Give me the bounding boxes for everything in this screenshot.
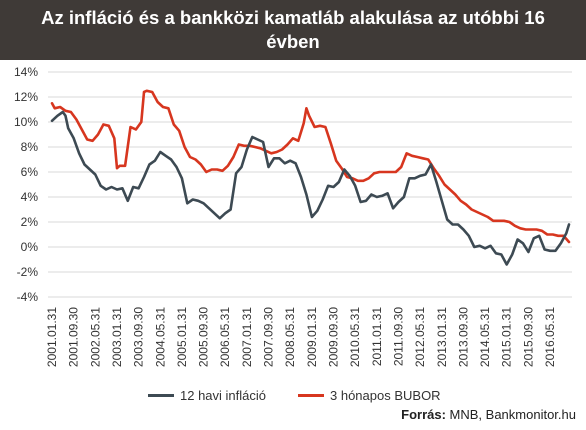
legend-swatch-bubor (298, 394, 324, 397)
x-tick-label: 2011.09.30 (391, 307, 405, 366)
x-tick-label: 2001.01.31 (45, 307, 59, 367)
x-tick-label: 2009.09.30 (327, 307, 341, 367)
x-tick-label: 2012.05.31 (413, 307, 427, 367)
y-tick-label: -4% (17, 290, 39, 304)
x-tick-label: 2016.05.31 (543, 307, 557, 367)
series-line-bubor (50, 89, 571, 244)
y-tick-label: 6% (21, 165, 39, 179)
y-tick-label: 12% (14, 90, 38, 104)
x-tick-label: 2014.05.31 (478, 307, 492, 367)
source-note: Forrás: MNB, Bankmonitor.hu (401, 407, 576, 422)
x-tick-label: 2013.01.31 (435, 307, 449, 367)
x-tick-label: 2011.01.31 (370, 307, 384, 366)
x-tick-label: 2010.05.31 (348, 307, 362, 367)
x-tick-label: 2005.01.31 (175, 307, 189, 367)
y-tick-label: 4% (21, 190, 39, 204)
x-tick-label: 2009.01.31 (305, 307, 319, 367)
grid-lines (48, 71, 572, 298)
x-tick-label: 2003.01.31 (110, 307, 124, 367)
legend-label-bubor: 3 hónapos BUBOR (330, 388, 441, 403)
x-tick-label: 2001.09.30 (67, 307, 81, 367)
x-tick-label: 2015.09.30 (521, 307, 535, 367)
legend-item-bubor: 3 hónapos BUBOR (298, 388, 441, 403)
x-tick-label: 2004.05.31 (153, 307, 167, 367)
series-line-inflation (50, 110, 571, 266)
y-tick-label: 8% (21, 140, 39, 154)
y-tick-label: 0% (21, 240, 39, 254)
x-tick-label: 2005.09.30 (197, 307, 211, 367)
x-tick-label: 2002.05.31 (88, 307, 102, 367)
legend-item-inflation: 12 havi infláció (148, 388, 266, 403)
x-tick-label: 2006.05.31 (218, 307, 232, 367)
source-text: MNB, Bankmonitor.hu (449, 407, 576, 422)
x-tick-label: 2013.09.30 (456, 307, 470, 367)
legend-swatch-inflation (148, 394, 174, 397)
y-tick-label: 2% (21, 215, 39, 229)
chart-title: Az infláció és a bankközi kamatláb alaku… (0, 0, 586, 60)
x-axis-tick-labels: 2001.01.31 2001.09.30 2002.05.31 2003.01.31… (45, 307, 557, 367)
y-tick-label: 14% (14, 65, 38, 79)
source-label: Forrás: (401, 407, 446, 422)
series-lines (50, 89, 571, 266)
x-tick-label: 2007.01.31 (240, 307, 254, 367)
x-tick-label: 2015.01.31 (500, 307, 514, 367)
x-tick-label: 2003.09.30 (132, 307, 146, 367)
y-axis-tick-labels: -4% -2% 0% 2% 4% 6% 8% 10% 12% 14% (14, 65, 38, 304)
y-tick-label: -2% (17, 265, 39, 279)
x-tick-label: 2007.09.30 (262, 307, 276, 367)
x-tick-label: 2008.05.31 (283, 307, 297, 367)
legend: 12 havi infláció 3 hónapos BUBOR (0, 385, 586, 409)
legend-label-inflation: 12 havi infláció (180, 388, 266, 403)
y-tick-label: 10% (14, 115, 38, 129)
